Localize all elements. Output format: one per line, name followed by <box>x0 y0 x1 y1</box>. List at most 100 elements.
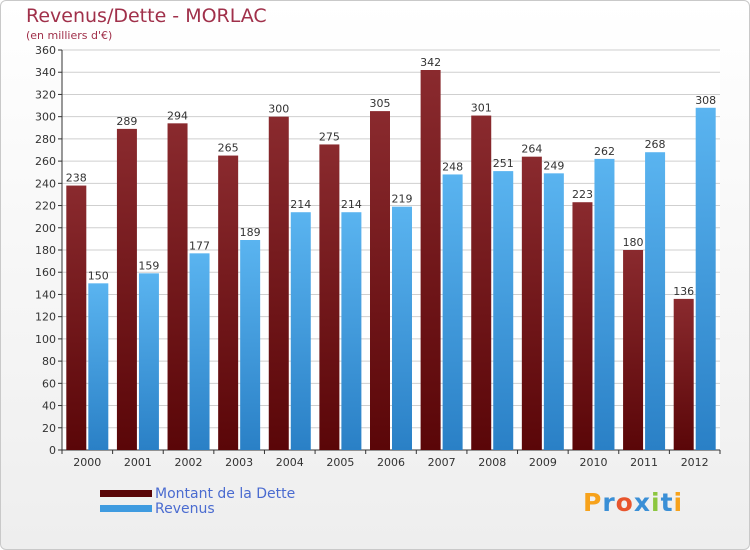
grid-lines <box>62 49 720 451</box>
bar-revenus <box>341 212 362 450</box>
data-label: 223 <box>572 188 593 201</box>
bar-revenus <box>189 253 210 450</box>
legend-swatch-revenus <box>100 505 152 512</box>
data-label: 238 <box>66 172 87 185</box>
y-tick-label: 320 <box>35 88 56 101</box>
y-tick-label: 0 <box>49 444 56 457</box>
y-tick-label: 360 <box>35 44 56 57</box>
data-label: 294 <box>167 109 188 122</box>
x-tick-label: 2002 <box>175 456 203 469</box>
data-label: 248 <box>442 160 463 173</box>
x-tick-label: 2011 <box>630 456 658 469</box>
x-tick-label: 2000 <box>73 456 101 469</box>
logo-letter: o <box>615 488 634 517</box>
data-label: 159 <box>138 259 159 272</box>
logo-letter: i <box>651 488 661 517</box>
legend-swatch-dette <box>100 490 152 497</box>
data-label: 301 <box>471 102 492 115</box>
data-label: 300 <box>268 103 289 116</box>
y-tick-label: 20 <box>42 422 56 435</box>
x-tick-label: 2008 <box>478 456 506 469</box>
y-tick-label: 180 <box>35 244 56 257</box>
bar-dette <box>268 116 289 451</box>
bar-dette <box>370 111 390 450</box>
bar-revenus <box>442 174 463 450</box>
bar-dette <box>66 185 87 451</box>
bar-revenus <box>392 206 412 450</box>
logo-letter: P <box>583 488 603 517</box>
data-label: 136 <box>673 285 694 298</box>
chart-title: Revenus/Dette - MORLAC <box>26 5 267 27</box>
logo-letter: r <box>602 488 616 517</box>
data-label: 305 <box>370 97 391 110</box>
data-label: 265 <box>218 142 239 155</box>
y-tick-label: 200 <box>35 222 56 235</box>
y-tick-label: 120 <box>35 311 56 324</box>
logo-letter: i <box>673 488 684 517</box>
y-tick-label: 340 <box>35 66 56 79</box>
data-labels: 238 150 289 159 294 177 265 189 300 214 275 214 305 2… <box>66 56 716 298</box>
data-label: 249 <box>543 159 564 172</box>
bar-revenus <box>88 283 109 450</box>
bar-dette <box>319 144 340 450</box>
bar-dette <box>521 156 542 450</box>
bar-dette <box>116 128 137 450</box>
logo-letter: x <box>633 488 651 517</box>
y-tick-label: 40 <box>42 400 56 413</box>
x-tick-label: 2012 <box>681 456 709 469</box>
data-label: 214 <box>341 198 362 211</box>
legend-label-dette: Montant de la Dette <box>155 486 296 502</box>
bar-revenus <box>543 173 564 451</box>
bar-revenus <box>695 107 716 451</box>
data-label: 180 <box>623 236 644 249</box>
bar-revenus <box>594 158 615 450</box>
bar-dette <box>471 115 492 451</box>
data-label: 189 <box>240 226 261 239</box>
bar-revenus <box>645 152 666 450</box>
data-label: 308 <box>695 94 716 107</box>
y-tick-label: 240 <box>35 177 56 190</box>
bar-dette <box>420 70 441 450</box>
legend-label-revenus: Revenus <box>155 501 215 517</box>
x-tick-label: 2004 <box>276 456 304 469</box>
chart-subtitle: (en milliers d'€) <box>26 29 113 42</box>
bar-dette <box>623 250 644 450</box>
data-label: 275 <box>319 130 340 143</box>
data-label: 289 <box>116 115 137 128</box>
data-label: 268 <box>645 138 666 151</box>
x-tick-label: 2009 <box>529 456 557 469</box>
data-label: 251 <box>493 157 514 170</box>
x-tick-label: 2005 <box>326 456 354 469</box>
bar-revenus <box>290 212 311 450</box>
proxiti-logo: Proxiti <box>583 488 683 517</box>
data-label: 342 <box>420 56 441 69</box>
bar-revenus <box>493 171 514 450</box>
x-tick-label: 2001 <box>124 456 152 469</box>
y-tick-label: 220 <box>35 200 56 213</box>
y-tick-label: 160 <box>35 266 56 279</box>
bar-dette <box>673 298 694 450</box>
y-tick-label: 280 <box>35 133 56 146</box>
bar-revenus <box>138 273 159 450</box>
y-tick-label: 300 <box>35 111 56 124</box>
data-label: 264 <box>521 143 542 156</box>
bars <box>66 70 716 451</box>
bar-dette <box>572 202 593 450</box>
x-tick-label: 2003 <box>225 456 253 469</box>
y-tick-label: 260 <box>35 155 56 168</box>
y-tick-label: 100 <box>35 333 56 346</box>
data-label: 150 <box>88 269 109 282</box>
data-label: 177 <box>189 239 210 252</box>
bar-revenus <box>240 240 261 450</box>
bar-dette <box>167 123 188 450</box>
y-tick-label: 140 <box>35 288 56 301</box>
logo-letter: t <box>660 488 674 517</box>
data-label: 214 <box>290 198 311 211</box>
x-tick-label: 2010 <box>579 456 607 469</box>
x-tick-label: 2006 <box>377 456 405 469</box>
x-tick-label: 2007 <box>428 456 456 469</box>
axes: 0 20 40 60 80 100 120 140 160 180 200 220 240 260 280 3… <box>35 44 721 469</box>
y-tick-label: 60 <box>42 377 56 390</box>
data-label: 262 <box>594 145 615 158</box>
